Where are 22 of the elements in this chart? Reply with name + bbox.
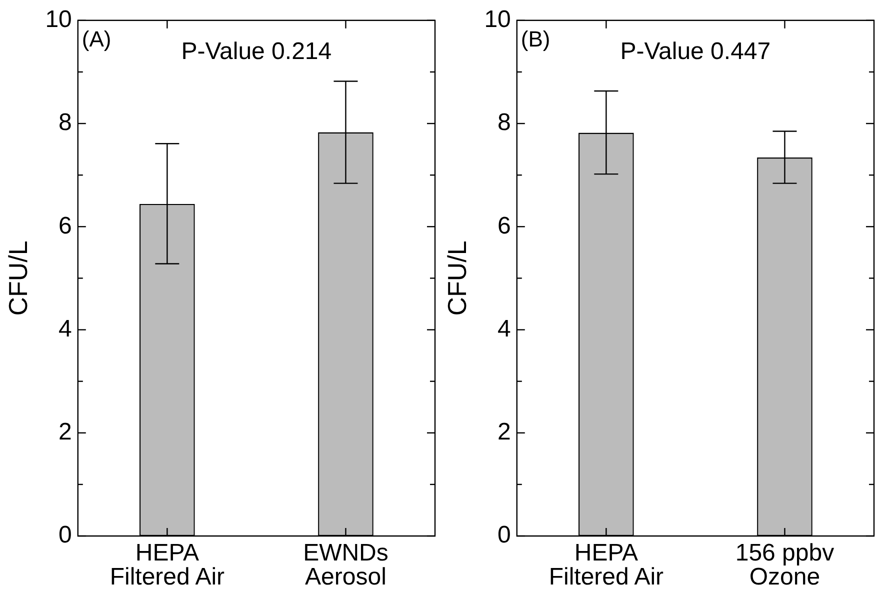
y-tick-label: 0 bbox=[498, 522, 511, 549]
y-tick-label: 2 bbox=[58, 418, 72, 446]
annotation: (B) bbox=[520, 26, 550, 52]
y-axis-title: CFU/L bbox=[442, 240, 472, 316]
annotation: P-Value 0.447 bbox=[620, 38, 771, 66]
annotation: P-Value 0.214 bbox=[181, 38, 332, 66]
x-tick-label: HEPA Filtered Air bbox=[110, 540, 225, 591]
x-tick-label: HEPA Filtered Air bbox=[548, 540, 664, 591]
annotation: (A) bbox=[82, 26, 112, 52]
y-tick-label: 10 bbox=[484, 6, 511, 34]
y-tick-label: 2 bbox=[498, 418, 511, 446]
y-tick-label: 8 bbox=[498, 109, 511, 136]
x-tick-label: EWNDs Aerosol bbox=[303, 540, 388, 591]
y-tick-label: 6 bbox=[58, 212, 72, 240]
y-tick-label: 8 bbox=[58, 109, 72, 136]
y-tick-label: 4 bbox=[498, 315, 511, 342]
y-tick-label: 10 bbox=[45, 6, 72, 34]
y-tick-label: 0 bbox=[58, 522, 72, 549]
x-tick-label: 156 ppbv Ozone bbox=[735, 540, 834, 591]
y-tick-label: 4 bbox=[58, 315, 72, 342]
y-axis-title: CFU/L bbox=[2, 240, 33, 316]
y-tick-label: 6 bbox=[498, 212, 511, 240]
